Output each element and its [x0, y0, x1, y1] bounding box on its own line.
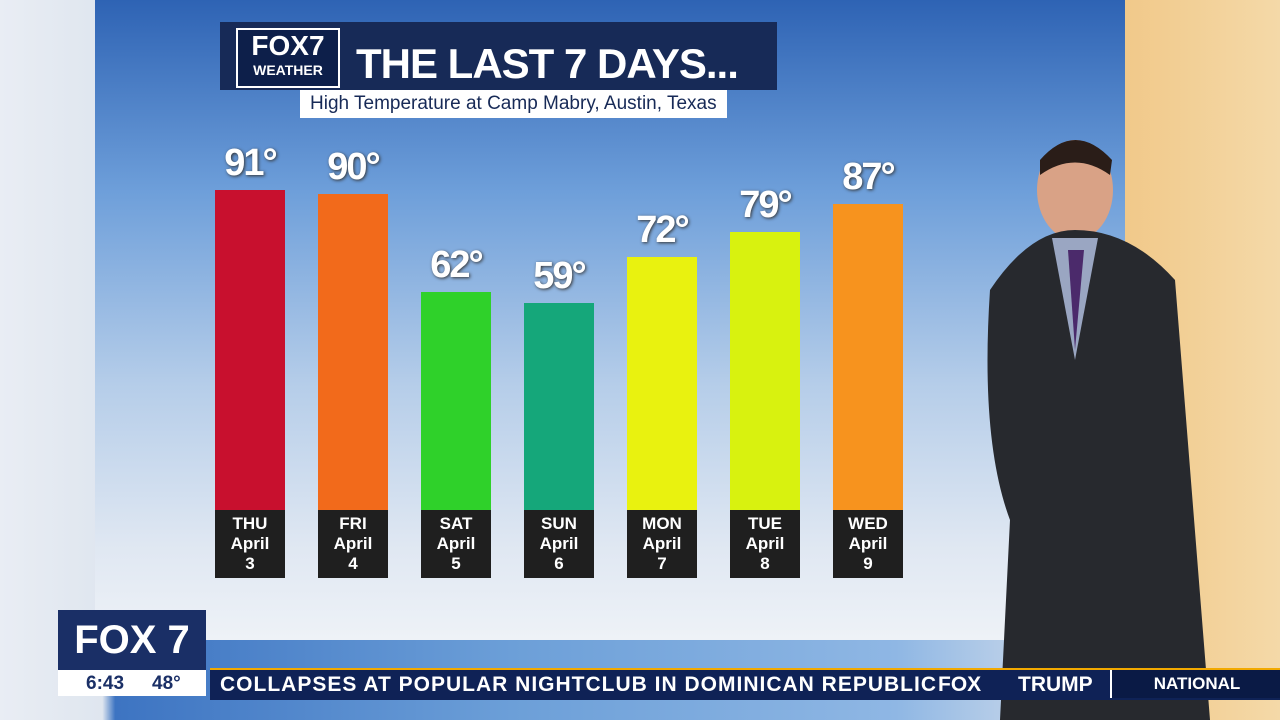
value-label: 79° — [739, 184, 792, 227]
value-label: 72° — [636, 208, 689, 251]
ticker-brand: FOX — [938, 673, 982, 696]
time-temp-box — [58, 670, 206, 696]
bar — [524, 302, 594, 510]
bar — [730, 232, 800, 510]
value-label: 59° — [533, 254, 586, 297]
presenter — [987, 140, 1210, 720]
category-label: MON April 7 — [627, 510, 697, 578]
chart-title: THE LAST 7 DAYS... — [356, 40, 739, 87]
category-label: SAT April 5 — [421, 510, 491, 578]
time: 6:43 — [86, 673, 125, 694]
presenter-tie — [1068, 250, 1084, 350]
value-label: 90° — [327, 145, 380, 188]
station-bug: FOX 7 — [58, 610, 206, 670]
logo: FOX7 WEATHER — [236, 28, 340, 88]
chart-subtitle: High Temperature at Camp Mabry, Austin, … — [300, 90, 727, 118]
value-label: 62° — [430, 243, 483, 286]
category-label: SUN April 6 — [524, 510, 594, 578]
bar — [627, 256, 697, 510]
logo-sub: WEATHER — [253, 62, 323, 78]
logo-brand: FOX7 — [251, 30, 325, 61]
category-label: TUE April 8 — [730, 510, 800, 578]
presenter-hair — [1040, 140, 1112, 175]
bar — [318, 193, 388, 510]
ticker-bar — [210, 668, 1280, 700]
bar — [833, 204, 903, 510]
section-label: NATIONAL — [1110, 670, 1280, 698]
category-label: WED April 9 — [833, 510, 903, 578]
ticker-next: TRUMP — [1018, 673, 1093, 696]
value-label: 87° — [842, 156, 895, 199]
presenter-suit — [987, 230, 1210, 720]
bar — [215, 190, 285, 510]
value-label: 91° — [224, 142, 277, 184]
category-label: THU April 3 — [215, 510, 285, 578]
ticker-text: COLLAPSES AT POPULAR NIGHTCLUB IN DOMINI… — [220, 673, 937, 696]
category-label: FRI April 4 — [318, 510, 388, 578]
bar — [421, 291, 491, 510]
temperature: 48° — [152, 673, 181, 694]
